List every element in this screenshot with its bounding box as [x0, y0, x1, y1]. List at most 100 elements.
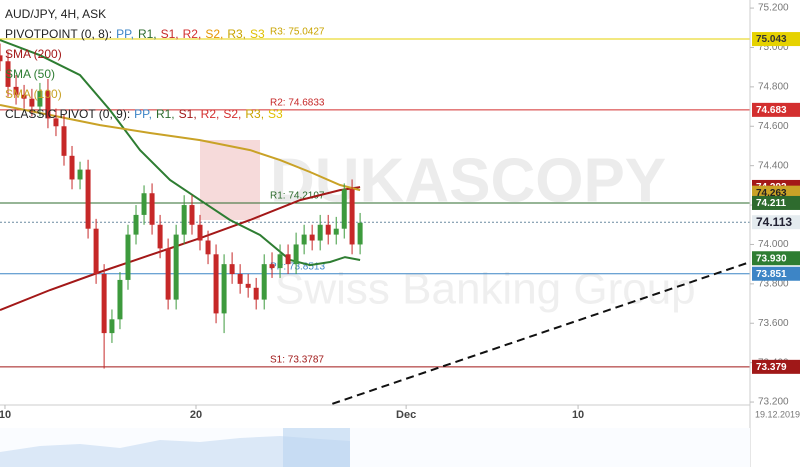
candle-body	[125, 234, 131, 280]
y-tick-label: 74.000	[758, 239, 789, 250]
x-tick-label: 10	[0, 409, 11, 421]
axis-value-label: 73.851	[756, 269, 787, 280]
chart-title: AUD/JPY, 4H, ASK	[5, 7, 106, 21]
y-tick-label: 73.600	[758, 318, 789, 329]
plot-area: R3: 75.0427 R2: 74.6833 R1: 74.2107 PP: 73.…	[0, 27, 750, 405]
watermark-tagline: Swiss Banking Group	[275, 265, 696, 314]
x-tick-label: 20	[190, 409, 202, 421]
legend-item: PP,	[116, 27, 134, 41]
candle-body	[157, 224, 163, 249]
legend-series: SMA (100)	[5, 87, 62, 101]
candle-body	[213, 254, 219, 314]
y-tick-label: 75.200	[758, 3, 789, 14]
legend-item: S2,	[223, 107, 241, 121]
watermark-brand: DUKASCOPY	[270, 146, 666, 215]
candle-body	[29, 98, 35, 107]
candle-body	[0, 55, 3, 62]
end-date-label: 19.12.2019	[755, 409, 800, 419]
axis-value-label: 74.113	[756, 215, 792, 229]
y-tick-label: 74.400	[758, 160, 789, 171]
y-tick-label: 73.800	[758, 278, 789, 289]
y-tick-label: 75.000	[758, 42, 789, 53]
x-tick-label: 10	[572, 409, 584, 421]
candle-body	[141, 193, 147, 215]
candle-body	[149, 193, 155, 225]
candle-body	[77, 169, 83, 180]
pivot-label: S1: 73.3787	[270, 354, 324, 365]
candle-body	[277, 254, 283, 269]
pivot-label: R2: 74.6833	[270, 97, 325, 108]
axis-value-box	[752, 32, 800, 47]
trendline	[325, 261, 750, 405]
candle-body	[301, 234, 307, 245]
axis-value-label: 74.263	[756, 188, 787, 199]
pivot-label: R1: 74.2107	[270, 191, 325, 202]
legend-series: SMA (50)	[5, 67, 55, 81]
candle-body	[173, 234, 179, 300]
legend-series: SMA (200)	[5, 47, 62, 61]
candle-body	[261, 264, 267, 300]
sma-line	[0, 39, 361, 267]
candle-body	[229, 264, 235, 275]
axis-value-box	[752, 359, 800, 374]
legend-item: R2,	[201, 107, 220, 121]
legend-item: R3,	[245, 107, 264, 121]
candle-body	[333, 228, 339, 235]
candle-body	[5, 61, 11, 87]
axis-value-box	[752, 215, 800, 230]
sma-line	[0, 104, 361, 192]
axis-value-box	[752, 102, 800, 117]
candle-body	[13, 86, 19, 95]
candle-body	[45, 90, 51, 119]
watermark-logo	[200, 140, 260, 220]
candle-body	[237, 274, 243, 284]
candle-body	[349, 189, 355, 245]
candle-body	[21, 94, 27, 99]
navigator	[0, 428, 750, 467]
legend-item: S3	[250, 27, 265, 41]
candle-body	[341, 189, 347, 229]
candle-body	[285, 254, 291, 265]
legend-item: R1,	[138, 27, 157, 41]
candle-body	[117, 279, 123, 320]
candle-body	[61, 126, 67, 156]
axis-value-box	[752, 251, 800, 266]
candle-body	[93, 228, 99, 275]
navigator-window[interactable]	[283, 428, 350, 467]
y-tick-label: 73.200	[758, 397, 789, 408]
axis-value-box	[752, 195, 800, 210]
legend-prefix: CLASSIC PIVOT (0, 9):	[5, 107, 130, 121]
legend-item: R2,	[183, 27, 202, 41]
axis-value-box	[752, 266, 800, 281]
candle-body	[189, 205, 195, 225]
pivot-label: R3: 75.0427	[270, 27, 325, 38]
candle-body	[109, 319, 115, 334]
axis-value-label: 74.683	[756, 105, 787, 116]
candle-body	[85, 169, 91, 229]
candle-body	[197, 224, 203, 241]
y-tick-label: 74.600	[758, 121, 789, 132]
candle-body	[317, 224, 323, 241]
candle-body	[37, 90, 43, 107]
candle-body	[101, 274, 107, 334]
pivot-label: PP: 73.8513	[270, 261, 325, 272]
candle-body	[253, 287, 259, 300]
axis-value-label: 75.043	[756, 34, 787, 45]
candle-body	[181, 205, 187, 235]
candle-body	[245, 283, 251, 288]
candle-body	[309, 234, 315, 241]
y-tick-label: 74.800	[758, 82, 789, 93]
legend-item: S1,	[179, 107, 197, 121]
candle-body	[357, 222, 363, 245]
legend-item: R3,	[227, 27, 246, 41]
candle-body	[221, 264, 227, 314]
candle-body	[293, 244, 299, 265]
axis-value-label: 74.211	[756, 198, 786, 209]
legend-prefix: PIVOTPOINT (0, 8):	[5, 27, 112, 41]
navigator-area	[0, 436, 350, 467]
candle-body	[325, 224, 331, 235]
candle-body	[69, 155, 75, 180]
legend-item: S2,	[205, 27, 223, 41]
